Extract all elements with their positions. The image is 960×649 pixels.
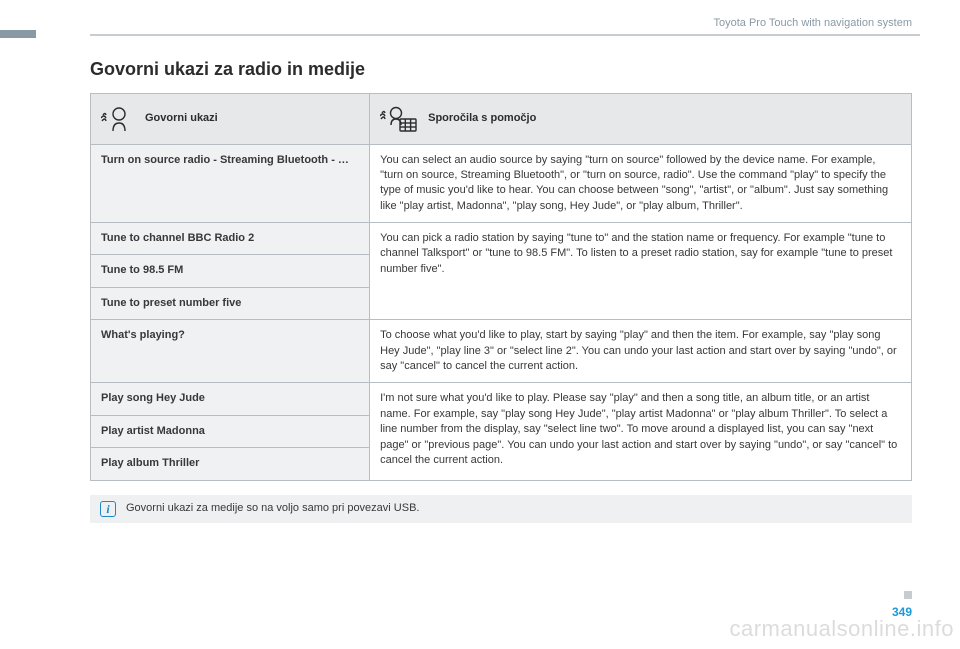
corner-square bbox=[904, 591, 912, 599]
top-divider bbox=[90, 34, 920, 36]
table-row: Tune to channel BBC Radio 2You can pick … bbox=[91, 223, 912, 255]
column-header-help-label: Sporočila s pomočjo bbox=[428, 111, 536, 126]
column-header-help: Sporočila s pomočjo bbox=[370, 93, 912, 144]
help-cell: To choose what you'd like to play, start… bbox=[370, 320, 912, 383]
voice-commands-table: Govorni ukazi bbox=[90, 93, 912, 481]
command-cell: Tune to preset number five bbox=[91, 287, 370, 319]
watermark: carmanualsonline.info bbox=[729, 614, 954, 645]
help-cell: You can select an audio source by saying… bbox=[370, 144, 912, 223]
command-cell: Tune to channel BBC Radio 2 bbox=[91, 223, 370, 255]
command-cell: Play artist Madonna bbox=[91, 415, 370, 447]
table-row: Play song Hey JudeI'm not sure what you'… bbox=[91, 383, 912, 415]
command-cell: What's playing? bbox=[91, 320, 370, 383]
column-header-commands: Govorni ukazi bbox=[91, 93, 370, 144]
help-cell: I'm not sure what you'd like to play. Pl… bbox=[370, 383, 912, 480]
info-note: i Govorni ukazi za medije so na voljo sa… bbox=[90, 495, 912, 523]
side-accent-bar bbox=[0, 30, 36, 38]
table-row: What's playing?To choose what you'd like… bbox=[91, 320, 912, 383]
info-note-text: Govorni ukazi za medije so na voljo samo… bbox=[126, 501, 419, 516]
command-cell: Play album Thriller bbox=[91, 448, 370, 480]
table-row: Turn on source radio - Streaming Bluetoo… bbox=[91, 144, 912, 223]
command-cell: Play song Hey Jude bbox=[91, 383, 370, 415]
info-icon: i bbox=[100, 501, 116, 517]
command-cell: Tune to 98.5 FM bbox=[91, 255, 370, 287]
page-content: Govorni ukazi za radio in medije Govorni bbox=[90, 58, 912, 523]
voice-head-icon bbox=[101, 105, 135, 133]
column-header-commands-label: Govorni ukazi bbox=[145, 111, 218, 126]
section-label: Toyota Pro Touch with navigation system bbox=[713, 16, 912, 31]
command-cell: Turn on source radio - Streaming Bluetoo… bbox=[91, 144, 370, 223]
page-title: Govorni ukazi za radio in medije bbox=[90, 58, 912, 81]
voice-keypad-icon bbox=[380, 105, 418, 133]
help-cell: You can pick a radio station by saying "… bbox=[370, 223, 912, 320]
